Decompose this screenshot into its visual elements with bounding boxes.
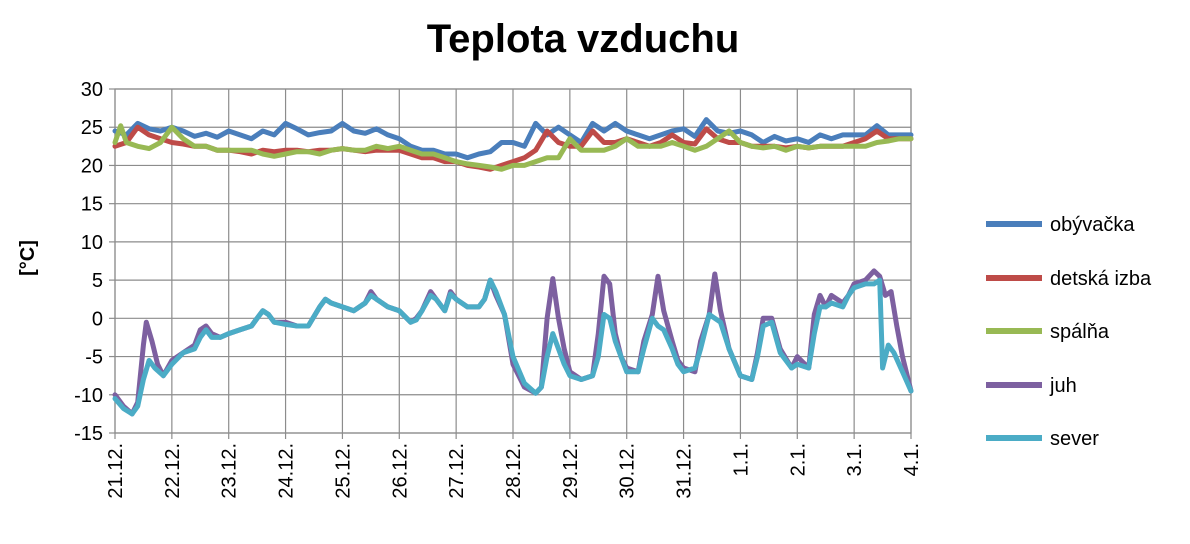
x-tick-label: 30.12.	[617, 443, 639, 499]
y-axis-label: [°C]	[17, 240, 39, 276]
series-lines	[112, 117, 914, 417]
x-tick-label: 27.12.	[446, 443, 468, 499]
x-tick-label: 1.1.	[730, 443, 752, 476]
x-axis-ticks: 21.12. 22.12. 23.12. 24.12. 25.12. 26.12. 27.1…	[105, 433, 923, 499]
x-tick-label: 22.12.	[162, 443, 184, 499]
y-tick-label: 0	[92, 308, 103, 330]
y-tick-label: -5	[85, 347, 103, 369]
y-tick-label: 15	[81, 194, 103, 216]
legend-label: detská izba	[1050, 268, 1152, 290]
y-axis-ticks: -15 -10 -5 0 5 10 15 20 25 30	[74, 79, 115, 445]
y-tick-label: -10	[74, 385, 103, 407]
series-line-4	[112, 277, 914, 417]
chart-title: Teplota vzduchu	[427, 17, 740, 61]
y-tick-label: 30	[81, 79, 103, 101]
x-tick-label: 31.12.	[674, 443, 696, 499]
x-tick-label: 3.1.	[844, 443, 866, 476]
x-tick-label: 21.12.	[105, 443, 127, 499]
x-tick-label: 4.1.	[901, 443, 923, 476]
legend: obývačka detská izba spálňa juh sever	[986, 214, 1152, 450]
y-tick-label: -15	[74, 423, 103, 445]
legend-label: spálňa	[1050, 321, 1110, 343]
x-tick-label: 29.12.	[560, 443, 582, 499]
x-tick-label: 2.1.	[787, 443, 809, 476]
x-tick-label: 23.12.	[219, 443, 241, 499]
legend-label: obývačka	[1050, 214, 1135, 236]
series-line-2	[112, 123, 914, 172]
x-tick-label: 24.12.	[276, 443, 298, 499]
y-tick-label: 20	[81, 155, 103, 177]
y-tick-label: 25	[81, 117, 103, 139]
x-tick-label: 26.12.	[389, 443, 411, 499]
y-tick-label: 10	[81, 232, 103, 254]
legend-label: juh	[1049, 375, 1077, 397]
series-line-0	[112, 117, 914, 161]
x-tick-label: 28.12.	[503, 443, 525, 499]
y-tick-label: 5	[92, 270, 103, 292]
legend-label: sever	[1050, 428, 1099, 450]
x-tick-label: 25.12.	[332, 443, 354, 499]
